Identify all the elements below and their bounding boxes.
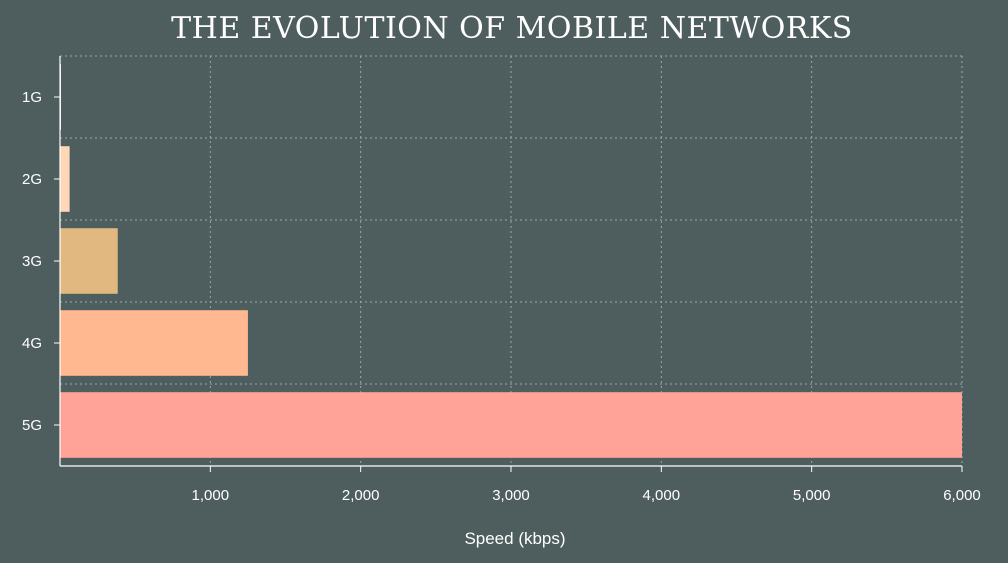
x-tick-label: 6,000 xyxy=(943,487,981,504)
x-tick-label: 1,000 xyxy=(192,487,230,504)
x-axis-label: Speed (kbps) xyxy=(464,529,565,548)
x-tick-label: 2,000 xyxy=(342,487,380,504)
y-tick-label: 3G xyxy=(22,253,42,270)
bar-5g xyxy=(60,392,962,458)
bar-3g xyxy=(60,228,118,294)
y-tick-label: 2G xyxy=(22,171,42,188)
x-tick-label: 5,000 xyxy=(793,487,831,504)
bar-2g xyxy=(60,146,70,212)
bars xyxy=(60,64,962,458)
y-tick-label: 5G xyxy=(22,417,42,434)
y-tick-label: 1G xyxy=(22,89,42,106)
chart-title: THE EVOLUTION OF MOBILE NETWORKS xyxy=(171,11,853,46)
x-tick-label: 3,000 xyxy=(492,487,530,504)
x-tick-label: 4,000 xyxy=(643,487,681,504)
bar-4g xyxy=(60,310,248,376)
y-tick-label: 4G xyxy=(22,335,42,352)
tick-labels: 1G 2G 3G 4G 5G 1,000 2,000 3,000 4,000 5,000 6,000 xyxy=(22,89,981,504)
